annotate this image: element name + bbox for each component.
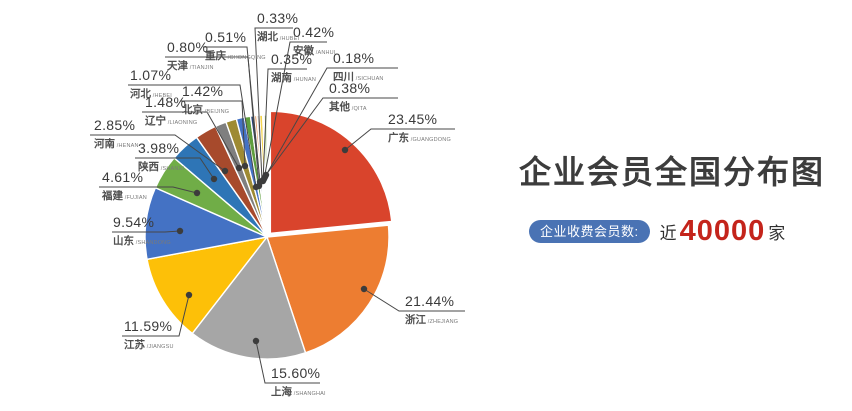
stat-row: 企业收费会员数: 近 40000 家: [529, 217, 785, 246]
leader-dot-jiangsu: [185, 291, 193, 299]
page-title: 企业会员全国分布图: [519, 154, 826, 190]
leader-line-hubei: [254, 27, 293, 182]
leader-line-guangdong: [344, 128, 455, 151]
stat-prefix: 近: [659, 224, 677, 243]
leader-dot-shandong: [176, 227, 184, 235]
title-panel: 企业会员全国分布图 企业收费会员数: 近 40000 家: [519, 153, 826, 246]
pie-slice-zhejiang: [266, 224, 390, 354]
leader-line-anhui: [263, 41, 327, 180]
pie-slice-guangdong: [269, 110, 393, 235]
leader-line-shanxi: [135, 157, 215, 180]
stat-suffix: 家: [768, 224, 786, 243]
leader-line-shandong: [112, 230, 181, 233]
leader-line-jiangsu: [122, 294, 190, 337]
leader-dot-liaoning: [235, 164, 243, 172]
leader-line-zhejiang: [363, 288, 465, 312]
leader-line-hunan: [262, 68, 307, 182]
leader-line-fujian: [99, 186, 198, 194]
leader-dot-beijing: [241, 162, 249, 170]
pie-slice-shanghai: [191, 235, 307, 360]
leader-line-hebei: [128, 84, 257, 188]
leader-dot-qita: [262, 171, 270, 179]
leader-line-liaoning: [142, 111, 240, 169]
pie-slice-jiangsu: [146, 235, 269, 335]
leader-dot-shanghai: [252, 337, 260, 345]
leader-line-beijing: [180, 100, 246, 167]
leader-dot-henan: [221, 167, 229, 175]
stat-number: 40000: [679, 215, 766, 247]
leader-line-qita: [265, 97, 398, 176]
leader-dot-fujian: [193, 189, 201, 197]
member-count-badge: 企业收费会员数:: [529, 220, 650, 243]
leader-dot-shanxi: [210, 175, 218, 183]
leader-line-henan: [90, 134, 226, 172]
leader-line-chongqing: [203, 46, 261, 183]
leader-dot-zhejiang: [360, 285, 368, 293]
leader-line-sichuan: [264, 67, 398, 178]
leader-dot-guangdong: [341, 146, 349, 154]
leader-line-shanghai: [255, 340, 320, 384]
